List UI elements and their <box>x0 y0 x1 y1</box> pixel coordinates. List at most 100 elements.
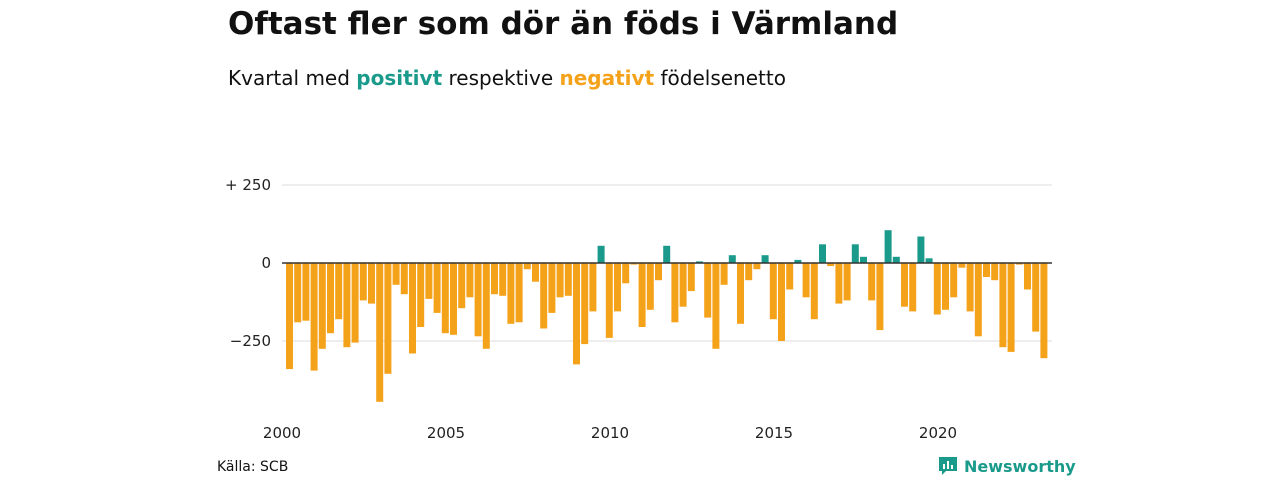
bar <box>630 263 638 265</box>
bar <box>884 230 892 263</box>
bar <box>892 256 900 263</box>
y-tick-label: 0 <box>261 254 271 272</box>
bar <box>646 263 654 310</box>
subtitle-negative: negativt <box>559 66 655 90</box>
bar <box>901 263 908 307</box>
bar <box>712 263 720 349</box>
bar <box>827 263 835 267</box>
bar <box>466 263 474 298</box>
bar <box>810 263 818 320</box>
bar <box>868 263 876 301</box>
x-tick-label: 2000 <box>263 424 301 442</box>
bar <box>983 263 990 277</box>
bar <box>532 263 539 282</box>
bar <box>786 263 794 290</box>
bar <box>376 263 384 402</box>
chart-subtitle: Kvartal med positivt respektive negativt… <box>228 66 786 90</box>
y-tick-label: −250 <box>230 332 271 350</box>
bar <box>450 263 457 335</box>
bar <box>556 263 564 298</box>
bar <box>917 236 925 263</box>
bar <box>671 263 679 323</box>
bar <box>778 263 785 341</box>
bar <box>327 263 334 334</box>
bar <box>720 263 728 285</box>
bar <box>950 263 958 298</box>
bar <box>622 263 630 284</box>
bar <box>966 263 974 312</box>
bar <box>999 263 1007 348</box>
bar <box>876 263 884 331</box>
bar <box>933 263 941 315</box>
bar <box>1015 263 1023 265</box>
bar <box>343 263 351 348</box>
source-note: Källa: SCB <box>217 459 289 475</box>
bar <box>753 263 761 270</box>
chart-title: Oftast fler som dör än föds i Värmland <box>228 6 899 42</box>
bar <box>1007 263 1015 352</box>
bar <box>548 263 556 313</box>
bar <box>318 263 326 349</box>
subtitle-suffix: födelsenetto <box>660 66 786 90</box>
x-axis-labels: 2000 2005 2010 2015 2020 <box>263 424 957 442</box>
bar <box>507 263 515 324</box>
bar <box>802 263 810 298</box>
bar <box>638 263 646 327</box>
bar <box>769 263 777 320</box>
bar <box>794 259 802 263</box>
bar <box>564 263 572 296</box>
bar <box>958 263 966 268</box>
bar <box>835 263 843 304</box>
bar <box>663 245 671 263</box>
bar <box>687 263 695 292</box>
bar <box>573 263 580 365</box>
bar <box>1032 263 1040 332</box>
bar <box>679 263 687 307</box>
bar <box>819 244 826 263</box>
x-tick-label: 2020 <box>919 424 957 442</box>
bar <box>851 244 859 263</box>
bar <box>335 263 343 320</box>
bar <box>761 255 769 263</box>
bar <box>540 263 548 329</box>
bar <box>425 263 433 299</box>
bar <box>614 263 621 312</box>
bar <box>392 263 400 285</box>
bar <box>605 263 613 338</box>
x-tick-label: 2015 <box>755 424 793 442</box>
bar <box>384 263 392 374</box>
y-axis-labels: + 250 0 −250 <box>225 176 271 350</box>
bar <box>368 263 375 304</box>
x-tick-label: 2005 <box>427 424 465 442</box>
bar <box>359 263 367 301</box>
bar <box>1024 263 1031 290</box>
brand-name: Newsworthy <box>964 456 1076 476</box>
bar <box>909 263 917 312</box>
y-tick-label: + 250 <box>225 176 271 194</box>
bar <box>728 255 736 263</box>
bar <box>409 263 416 354</box>
bars <box>286 230 1048 402</box>
bar <box>745 263 753 281</box>
bar <box>704 263 712 318</box>
bar <box>942 263 949 310</box>
bar <box>974 263 982 337</box>
x-tick-label: 2010 <box>591 424 629 442</box>
bar <box>589 263 597 312</box>
bar <box>286 263 293 370</box>
bar <box>696 261 703 263</box>
bar <box>991 263 999 281</box>
bar <box>1040 263 1048 359</box>
subtitle-prefix: Kvartal med <box>228 66 350 90</box>
bar <box>433 263 441 313</box>
bar <box>441 263 449 334</box>
subtitle-middle: respektive <box>448 66 554 90</box>
bar <box>499 263 507 296</box>
brand-logo: Newsworthy <box>938 456 1076 476</box>
newsworthy-logo-icon <box>939 457 957 475</box>
bar <box>860 256 867 263</box>
bar <box>458 263 466 309</box>
bar <box>310 263 318 371</box>
bar <box>417 263 425 327</box>
bar <box>737 263 744 324</box>
